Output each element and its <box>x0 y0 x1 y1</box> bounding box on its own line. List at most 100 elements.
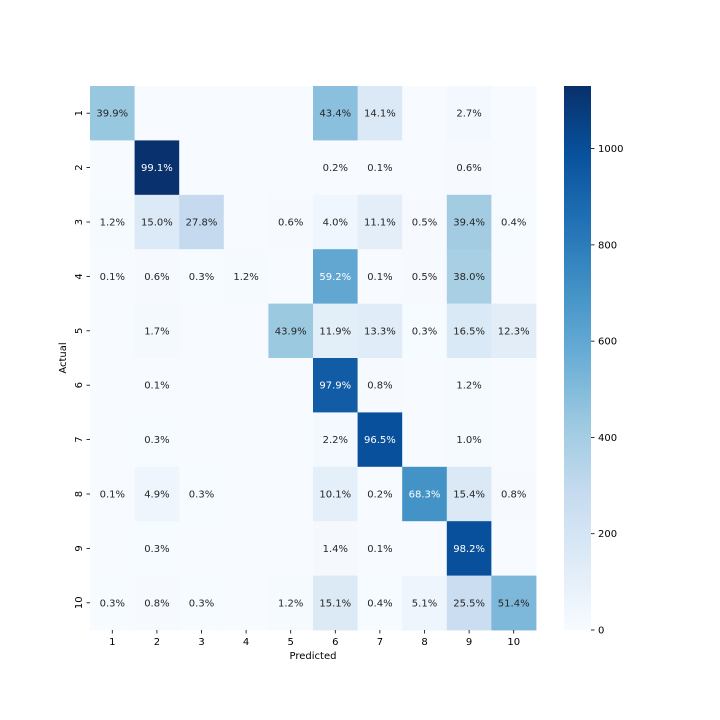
cell-label: 11.9% <box>319 326 351 337</box>
colorbar-tick-label: 1000 <box>598 144 623 155</box>
heatmap-cell <box>402 249 448 304</box>
heatmap-cell <box>90 140 135 196</box>
cell-label: 1.2% <box>278 598 303 609</box>
cell-label: 0.3% <box>189 490 214 501</box>
y-axis-ticks: 1 2 3 4 5 6 7 8 9 10 <box>74 110 90 609</box>
heatmap-cell <box>223 303 269 359</box>
heatmap-cell <box>491 466 537 522</box>
heatmap-cell <box>357 249 403 304</box>
heatmap-cell <box>313 194 358 250</box>
heatmap-cell <box>313 412 358 468</box>
colorbar-gradient <box>564 86 591 630</box>
cell-label: 16.5% <box>453 326 485 337</box>
y-tick-label: 1 <box>74 110 85 116</box>
cell-label: 10.1% <box>319 490 351 501</box>
y-tick-label: 8 <box>74 491 85 497</box>
heatmap-cell <box>446 412 492 468</box>
heatmap-cell <box>446 86 492 141</box>
heatmap-cell <box>491 521 537 576</box>
heatmap-cell <box>90 249 135 304</box>
cell-label: 0.2% <box>323 163 348 174</box>
heatmap-cell <box>402 303 448 359</box>
cell-label: 43.9% <box>275 326 307 337</box>
heatmap-cell <box>134 194 180 250</box>
heatmap-cell <box>313 358 358 413</box>
heatmap-cell <box>90 412 135 468</box>
cell-label: 0.3% <box>100 598 125 609</box>
cell-label: 0.3% <box>144 544 169 555</box>
heatmap-cell <box>179 194 225 250</box>
heatmap-cell <box>402 194 448 250</box>
heatmap-cell <box>179 249 225 304</box>
y-tick-label: 5 <box>74 328 85 334</box>
x-axis-label: Predicted <box>290 651 337 662</box>
cell-label: 0.1% <box>144 381 169 392</box>
heatmap-cell <box>402 575 448 631</box>
cell-label: 0.3% <box>189 272 214 283</box>
heatmap-cell <box>491 575 537 631</box>
heatmap-cell <box>223 86 269 141</box>
heatmap-cell <box>446 575 492 631</box>
heatmap-cell <box>134 412 180 468</box>
heatmap-cell <box>491 358 537 413</box>
heatmap-cell <box>223 412 269 468</box>
cell-label: 15.4% <box>453 490 485 501</box>
cell-label: 0.8% <box>501 490 526 501</box>
y-tick-label: 6 <box>74 382 85 388</box>
heatmap-cell <box>134 249 180 304</box>
heatmap-cell <box>179 86 225 141</box>
heatmap-cell <box>223 358 269 413</box>
heatmap-cell <box>179 575 225 631</box>
heatmap-cell <box>491 412 537 468</box>
cell-label: 15.1% <box>319 598 351 609</box>
colorbar-tick-label: 800 <box>598 240 617 251</box>
y-tick-label: 7 <box>74 436 85 442</box>
cell-label: 0.6% <box>144 272 169 283</box>
cell-label: 2.7% <box>456 109 481 120</box>
x-tick-label: 4 <box>243 637 249 648</box>
heatmap-cell <box>223 140 269 196</box>
x-tick-label: 9 <box>466 637 472 648</box>
heatmap-cell <box>446 303 492 359</box>
heatmap-cell <box>491 140 537 196</box>
x-tick-label: 7 <box>377 637 383 648</box>
cell-label: 1.4% <box>323 544 348 555</box>
heatmap-cell <box>134 466 180 522</box>
heatmap-cell <box>313 86 358 141</box>
colorbar-tick-label: 0 <box>598 626 604 637</box>
cell-label: 0.1% <box>367 163 392 174</box>
heatmap-cell <box>268 194 314 250</box>
heatmap-cell <box>90 86 135 141</box>
cell-label: 1.2% <box>456 381 481 392</box>
heatmap-cell <box>90 521 135 576</box>
colorbar-tick-label: 600 <box>598 337 617 348</box>
y-tick-label: 4 <box>74 273 85 279</box>
cell-label: 0.6% <box>456 163 481 174</box>
heatmap-cell <box>134 575 180 631</box>
heatmap-cell <box>90 466 135 522</box>
heatmap-cell <box>268 86 314 141</box>
cell-label: 68.3% <box>409 490 441 501</box>
heatmap-cell <box>223 249 269 304</box>
x-tick-label: 6 <box>332 637 338 648</box>
y-axis-label: Actual <box>58 342 69 373</box>
heatmap-cell <box>313 249 358 304</box>
heatmap-cell <box>446 249 492 304</box>
heatmap-cell <box>179 358 225 413</box>
colorbar-tick-label: 400 <box>598 433 617 444</box>
heatmap-cell <box>357 86 403 141</box>
cell-label: 0.1% <box>100 272 125 283</box>
heatmap-cell <box>491 86 537 141</box>
cell-label: 98.2% <box>453 544 485 555</box>
heatmap-cell <box>402 412 448 468</box>
y-tick-label: 9 <box>74 545 85 551</box>
heatmap-cell <box>402 466 448 522</box>
cell-label: 0.5% <box>412 272 437 283</box>
cell-label: 43.4% <box>319 109 351 120</box>
y-tick-label: 10 <box>74 596 85 609</box>
cell-label: 11.1% <box>364 218 396 229</box>
colorbar-tick-label: 200 <box>598 529 617 540</box>
cell-label: 0.8% <box>367 381 392 392</box>
heatmap-cell <box>223 194 269 250</box>
